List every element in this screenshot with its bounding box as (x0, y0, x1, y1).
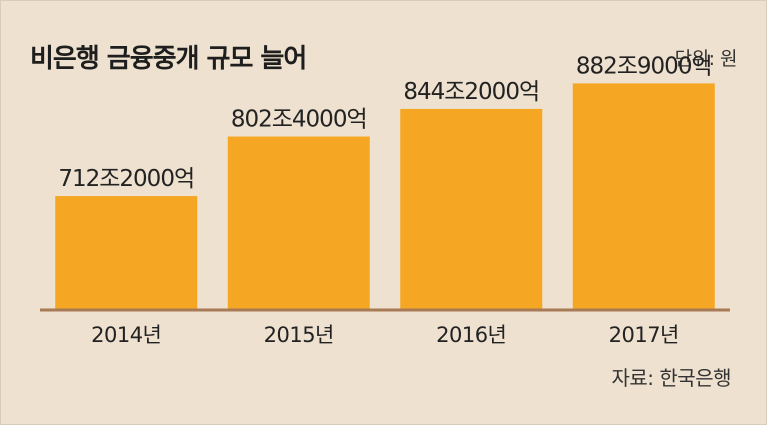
value-label-2015년: 802조4000억 (231, 107, 367, 133)
value-label-2014년: 712조2000억 (58, 166, 194, 192)
category-label-2017년: 2017년 (609, 323, 679, 347)
bar-2015년 (227, 136, 370, 310)
bar-2017년 (572, 83, 715, 310)
bar-2014년 (55, 196, 198, 310)
value-label-2016년: 844조2000억 (403, 79, 539, 105)
value-label-2017년: 882조9000억 (576, 53, 712, 79)
category-label-2015년: 2015년 (264, 323, 334, 347)
source-label: 자료: 한국은행 (611, 366, 732, 390)
category-label-2014년: 2014년 (91, 323, 161, 347)
unit-label: 단위: 원 (674, 48, 738, 70)
bar-2016년 (400, 108, 543, 310)
category-label-2016년: 2016년 (436, 323, 506, 347)
chart-title: 비은행 금융중개 규모 늘어 (30, 44, 307, 74)
